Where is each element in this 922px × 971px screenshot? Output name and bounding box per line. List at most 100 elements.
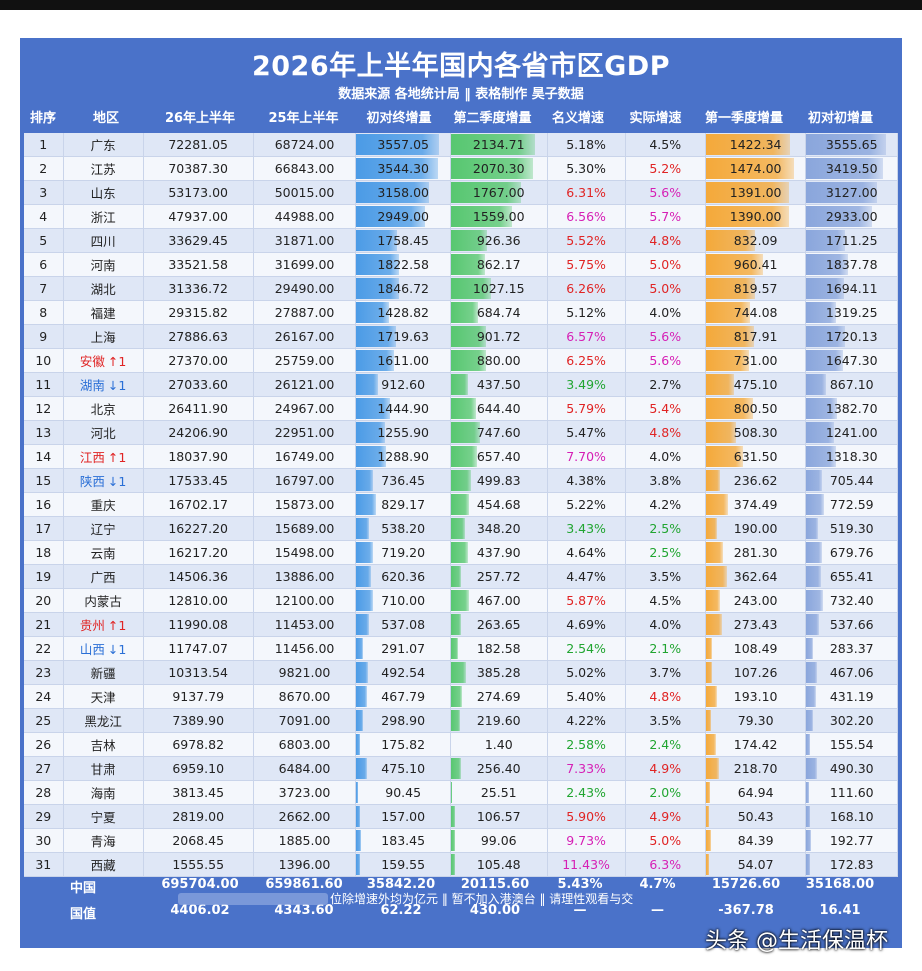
cell-value: 537.08 [381, 617, 426, 632]
value-bar [450, 158, 533, 179]
cell-value: 贵州 [79, 618, 105, 633]
cell-value: 5.6% [649, 353, 682, 368]
table-row: 11 湖南 ↓1 27033.60 26121.00 912.60 437.50 3.49% 2… [24, 372, 898, 397]
cell-value: 4 [39, 209, 48, 224]
rank-cell: 17 [24, 516, 64, 541]
rank-cell: 27 [24, 756, 64, 781]
region-cell: 黑龙江 [63, 708, 144, 733]
cc-cell: 1318.30 [805, 444, 898, 469]
cell-value: 9821.00 [278, 665, 331, 680]
cell-value: 26167.00 [274, 329, 335, 344]
q1-cell: 374.49 [705, 492, 807, 517]
q1-cell: 54.07 [705, 852, 807, 877]
nominal-growth-cell: 5.30% [547, 156, 626, 181]
cell-value: 11456.00 [274, 641, 335, 656]
value-bar [806, 398, 838, 419]
region-cell: 河北 [63, 420, 144, 445]
cell-value: 5.52% [566, 233, 606, 248]
h25-cell: 2662.00 [253, 804, 357, 829]
rank-change-arrow: ↓1 [107, 642, 127, 657]
zd-cell: 538.20 [355, 516, 451, 541]
value-bar [450, 590, 470, 611]
value-bar [356, 206, 425, 227]
cell-value: 499.83 [476, 473, 521, 488]
q2-cell: 862.17 [450, 252, 548, 277]
rank-cell: 16 [24, 492, 64, 517]
value-bar [705, 278, 755, 299]
value-bar [450, 350, 486, 371]
value-bar [705, 494, 729, 515]
cc-cell: 431.19 [805, 684, 898, 709]
header-cell: 第一季度增量 [704, 111, 783, 126]
value-bar [356, 182, 430, 203]
real-growth-cell: 3.7% [625, 660, 706, 685]
cell-value: 31336.72 [168, 281, 228, 296]
cell-value: 5.12% [566, 305, 606, 320]
cell-value: 3.5% [649, 569, 682, 584]
value-bar [356, 782, 359, 803]
cell-value: 53173.00 [168, 185, 228, 200]
cell-value: 107.26 [733, 665, 778, 680]
table-row: 1 广东 72281.05 68724.00 3557.05 2134.71 5.18% 4.… [24, 133, 898, 157]
value-bar [806, 422, 835, 443]
h26-cell: 26411.90 [143, 396, 254, 421]
cell-value: 19 [35, 569, 52, 584]
h26-cell: 17533.45 [143, 468, 254, 493]
total-real: — [651, 903, 664, 918]
cc-cell: 519.30 [805, 516, 898, 541]
rank-cell: 24 [24, 684, 64, 709]
header-cell: 初对初增量 [807, 111, 873, 126]
real-growth-cell: 4.9% [625, 804, 706, 829]
cell-value: 湖南 [79, 378, 105, 393]
region-cell: 湖南 ↓1 [63, 372, 144, 397]
table-row: 17 辽宁 16227.20 15689.00 538.20 348.20 3.43% 2.5… [24, 516, 898, 541]
cell-value: 772.59 [829, 497, 874, 512]
cell-value: 175.82 [381, 737, 426, 752]
value-bar [806, 350, 844, 371]
region-cell: 贵州 ↑1 [63, 612, 144, 637]
cc-cell: 1720.13 [805, 324, 898, 349]
cell-value: 1611.00 [377, 353, 430, 368]
real-growth-cell: 4.0% [625, 300, 706, 325]
cc-cell: 168.10 [805, 804, 898, 829]
cell-value: 291.07 [381, 641, 426, 656]
cell-value: 6978.82 [172, 737, 225, 752]
q2-cell: 1.40 [450, 732, 548, 757]
cell-value: 6.56% [566, 209, 606, 224]
real-growth-cell: 4.0% [625, 612, 706, 637]
cell-value: 492.54 [381, 665, 426, 680]
real-growth-cell: 4.5% [625, 133, 706, 157]
cell-value: 4.5% [649, 137, 682, 152]
cell-value: 广东 [90, 138, 116, 153]
value-bar [356, 590, 373, 611]
region-cell: 河南 [63, 252, 144, 277]
cc-cell: 1837.78 [805, 252, 898, 277]
cell-value: 辽宁 [90, 522, 116, 537]
cell-value: 11453.00 [274, 617, 335, 632]
cell-value: 168.10 [829, 809, 874, 824]
zd-cell: 1428.82 [355, 300, 451, 325]
cell-value: 6 [39, 257, 48, 272]
cell-value: 5.30% [566, 161, 606, 176]
cell-value: 31 [35, 857, 52, 872]
h25-cell: 13886.00 [253, 564, 357, 589]
cc-cell: 655.41 [805, 564, 898, 589]
cell-value: 3544.30 [377, 161, 430, 176]
cc-cell: 537.66 [805, 612, 898, 637]
cell-value: 66843.00 [274, 161, 335, 176]
h26-cell: 11990.08 [143, 612, 254, 637]
h25-cell: 27887.00 [253, 300, 357, 325]
h26-cell: 18037.90 [143, 444, 254, 469]
value-bar [356, 230, 398, 251]
cell-value: 5.4% [649, 401, 682, 416]
cell-value: 538.20 [381, 521, 426, 536]
value-bar [806, 710, 814, 731]
header-cell: 第二季度增量 [453, 111, 532, 126]
top-dark-bar [0, 0, 922, 10]
cell-value: 河北 [90, 426, 116, 441]
real-growth-cell: 5.6% [625, 348, 706, 373]
value-bar [806, 758, 818, 779]
value-bar [705, 230, 756, 251]
real-growth-cell: 3.5% [625, 564, 706, 589]
cell-value: 3.43% [566, 521, 606, 536]
